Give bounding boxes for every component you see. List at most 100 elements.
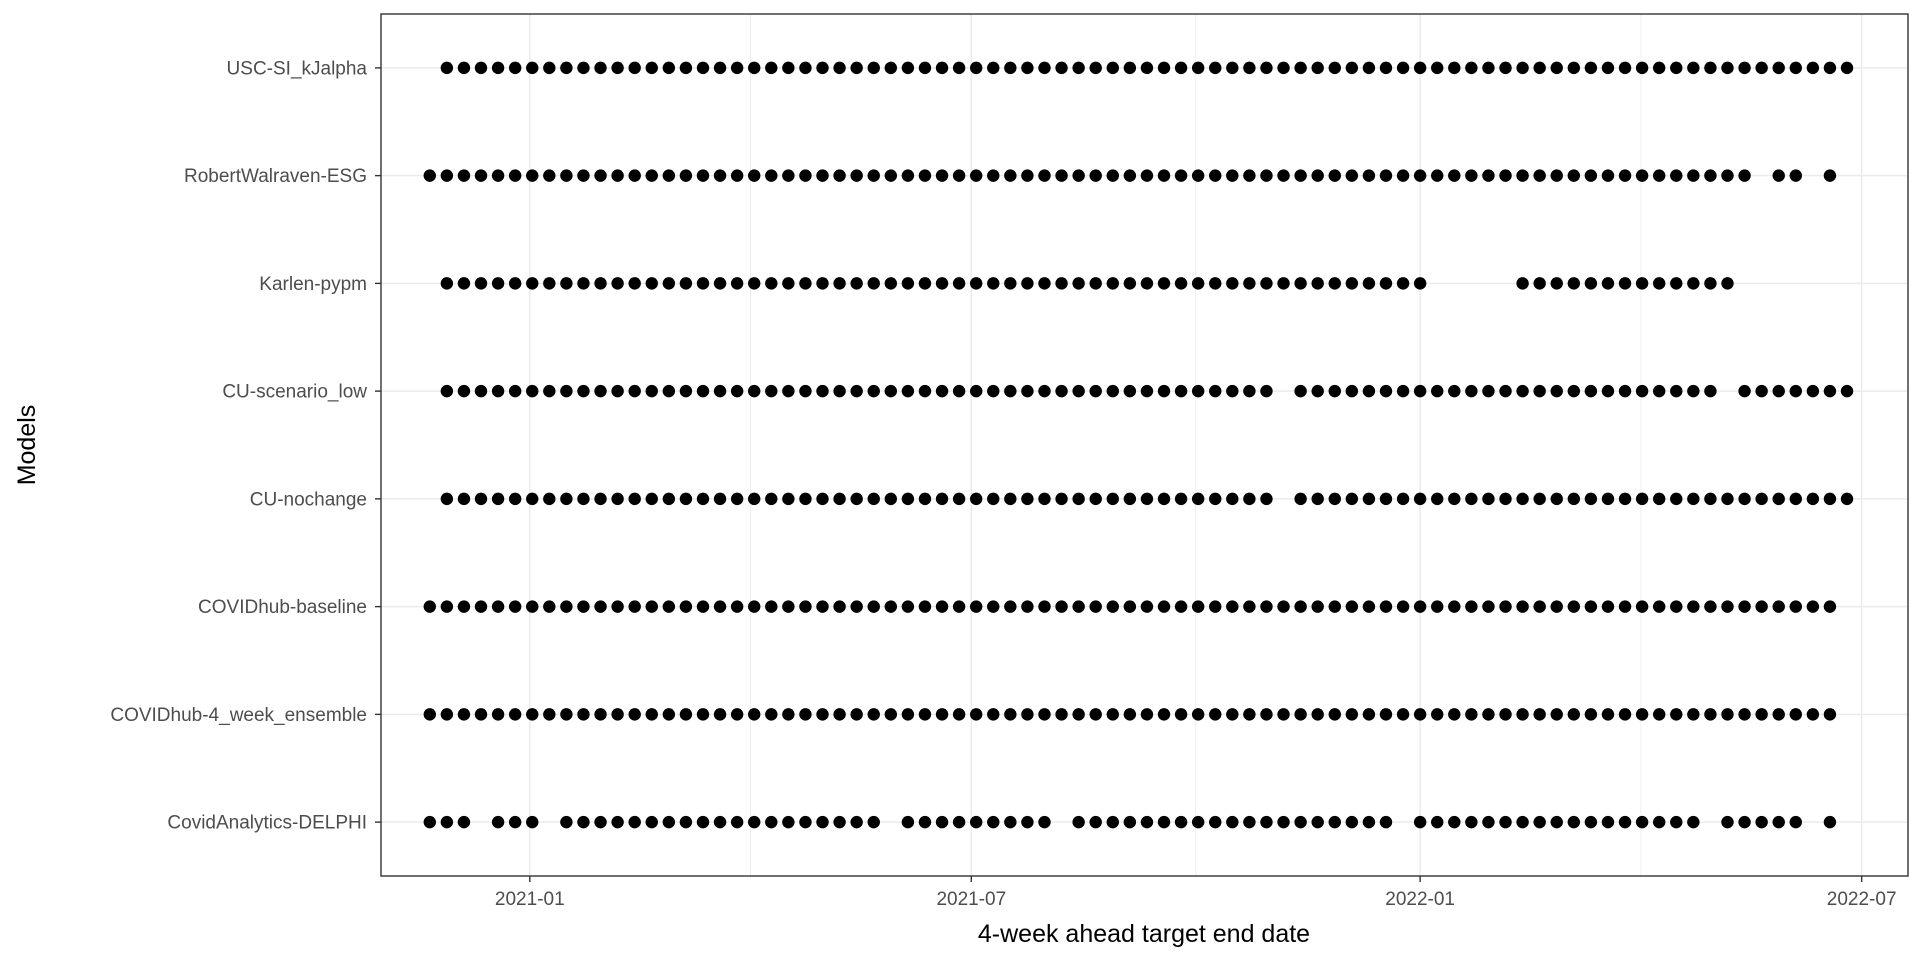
data-point [1209, 384, 1222, 398]
data-point [1191, 708, 1205, 721]
data-point [816, 492, 829, 506]
data-point [1431, 384, 1444, 398]
data-point [1174, 384, 1188, 398]
data-point [696, 61, 710, 75]
data-point [1533, 815, 1546, 829]
data-point [1123, 708, 1137, 721]
data-point [1567, 492, 1581, 506]
data-point [440, 708, 454, 721]
data-point [1072, 384, 1085, 398]
data-point [696, 708, 710, 721]
data-point [457, 384, 471, 398]
data-point [952, 384, 966, 398]
data-point [884, 277, 898, 290]
data-point [526, 492, 539, 506]
data-point [713, 492, 727, 506]
data-point [1140, 169, 1154, 182]
data-point [765, 600, 778, 613]
data-point [1465, 61, 1478, 75]
data-point [1362, 708, 1376, 721]
data-point [1584, 169, 1598, 182]
data-point [1772, 384, 1785, 398]
y-tick-label: RobertWalraven-ESG [184, 166, 367, 187]
data-point [594, 277, 607, 290]
data-point [1499, 169, 1512, 182]
data-point [1601, 277, 1615, 290]
data-point [1755, 492, 1768, 506]
data-point [1550, 600, 1563, 613]
data-point [508, 169, 522, 182]
data-point [662, 708, 676, 721]
data-point [765, 708, 778, 721]
data-point [1516, 61, 1529, 75]
data-point [645, 708, 658, 721]
data-point [850, 708, 863, 721]
x-tick-label: 2021-01 [495, 889, 565, 910]
data-point [1089, 492, 1102, 506]
data-point [423, 815, 436, 829]
data-point [474, 492, 488, 506]
data-point [918, 708, 932, 721]
data-point [1243, 384, 1256, 398]
data-point [440, 815, 454, 829]
data-point [1362, 384, 1376, 398]
data-point [1823, 708, 1837, 721]
data-point [577, 384, 590, 398]
data-point [748, 708, 761, 721]
data-point [628, 708, 641, 721]
data-point [491, 492, 505, 506]
data-point [1789, 708, 1802, 721]
data-point [1174, 492, 1188, 506]
data-point [1379, 815, 1393, 829]
data-point [1465, 169, 1478, 182]
data-point [782, 600, 795, 613]
data-point [526, 708, 539, 721]
data-point [491, 277, 505, 290]
data-point [1055, 277, 1068, 290]
data-point [1379, 277, 1393, 290]
data-point [474, 384, 488, 398]
data-point [1448, 600, 1461, 613]
data-point [782, 384, 795, 398]
data-point [679, 708, 693, 721]
data-point [1055, 492, 1068, 506]
data-point [799, 492, 812, 506]
data-point [577, 815, 590, 829]
data-point [1260, 815, 1273, 829]
data-point [713, 277, 727, 290]
data-point [543, 708, 556, 721]
data-point [1328, 815, 1341, 829]
data-point [611, 708, 624, 721]
data-point [1601, 61, 1615, 75]
data-point [1072, 600, 1085, 613]
data-point [1533, 708, 1546, 721]
data-point [679, 600, 693, 613]
data-point [1652, 169, 1666, 182]
data-point [1652, 815, 1666, 829]
grid-lines [381, 14, 1908, 876]
data-point [969, 708, 983, 721]
data-point [1277, 600, 1290, 613]
data-point [560, 600, 573, 613]
data-point [662, 815, 676, 829]
data-point [1089, 708, 1102, 721]
data-point [1038, 61, 1051, 75]
data-point [696, 492, 710, 506]
data-point [1687, 600, 1700, 613]
data-point [867, 815, 880, 829]
data-point [918, 815, 932, 829]
data-point [901, 708, 915, 721]
data-point [1311, 384, 1324, 398]
data-point [1362, 492, 1376, 506]
data-point [1840, 61, 1854, 75]
data-point [1140, 815, 1154, 829]
data-point [611, 384, 624, 398]
data-point [662, 61, 676, 75]
data-point [1055, 600, 1068, 613]
data-point [1789, 384, 1802, 398]
data-point [1021, 815, 1034, 829]
data-point [1311, 600, 1324, 613]
data-point [1670, 492, 1683, 506]
data-point [1704, 384, 1717, 398]
data-point [1328, 61, 1341, 75]
